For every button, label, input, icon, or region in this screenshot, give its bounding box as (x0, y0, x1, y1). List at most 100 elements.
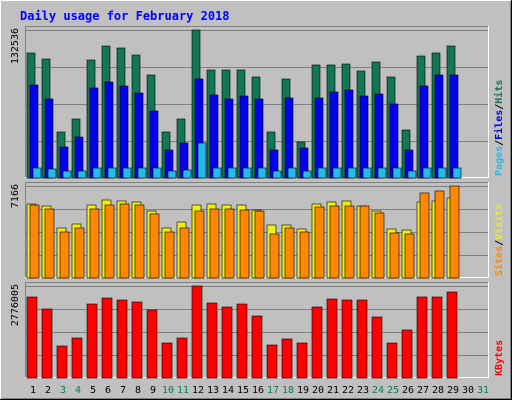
bar-files-day-23 (359, 95, 369, 179)
legend-entry: KBytes (494, 340, 505, 376)
bar-files-day-25 (389, 103, 399, 179)
bar-sites-day-24 (374, 212, 385, 279)
bar-pages-day-27 (422, 167, 432, 179)
bar-sites-day-7 (119, 203, 130, 279)
bar-sites-day-2 (44, 208, 55, 279)
bar-files-day-5 (89, 87, 99, 179)
bar-kbytes-day-19 (296, 342, 308, 379)
day-label-19: 19 (297, 385, 309, 396)
bar-sites-day-13 (209, 208, 220, 279)
bar-sites-day-9 (149, 213, 160, 279)
bar-kbytes-day-2 (41, 308, 53, 379)
bar-pages-day-28 (437, 167, 447, 179)
bar-sites-day-8 (134, 204, 145, 279)
bar-sites-day-26 (404, 233, 415, 279)
bar-kbytes-day-21 (326, 298, 338, 379)
bar-files-day-13 (209, 94, 219, 179)
bar-files-day-28 (434, 74, 444, 179)
bar-pages-day-4 (77, 170, 87, 179)
day-label-14: 14 (222, 385, 234, 396)
bar-kbytes-day-18 (281, 338, 293, 379)
bar-files-day-22 (344, 89, 354, 179)
bar-files-day-29 (449, 74, 459, 179)
day-label-21: 21 (327, 385, 339, 396)
day-label-28: 28 (432, 385, 444, 396)
day-label-16: 16 (252, 385, 264, 396)
bar-pages-day-26 (407, 170, 417, 179)
bar-files-day-20 (314, 97, 324, 179)
bar-files-day-14 (224, 98, 234, 179)
bar-files-day-1 (29, 84, 39, 179)
bar-sites-day-27 (419, 192, 430, 279)
day-label-1: 1 (30, 385, 36, 396)
legend-entry: Visits (493, 204, 505, 240)
bar-kbytes-day-10 (161, 342, 173, 379)
bar-files-day-18 (284, 97, 294, 179)
legend-entry: / (494, 140, 505, 146)
bar-kbytes-day-15 (236, 303, 248, 379)
bar-files-day-15 (239, 95, 249, 179)
bar-files-day-21 (329, 91, 339, 179)
day-label-15: 15 (237, 385, 249, 396)
bar-pages-day-5 (92, 167, 102, 179)
bar-pages-day-19 (302, 170, 312, 179)
bar-pages-day-20 (317, 167, 327, 179)
day-label-7: 7 (120, 385, 126, 396)
day-label-17: 17 (267, 385, 279, 396)
bar-sites-day-11 (179, 227, 190, 279)
bar-pages-day-24 (377, 167, 387, 179)
bar-kbytes-day-24 (371, 316, 383, 379)
bar-kbytes-day-4 (71, 337, 83, 379)
bar-sites-day-18 (284, 227, 295, 279)
bar-sites-day-3 (59, 231, 70, 279)
bar-pages-day-21 (332, 167, 342, 179)
chart-title: Daily usage for February 2018 (20, 9, 230, 23)
bar-kbytes-day-23 (356, 299, 368, 379)
legend-entry: Pages (494, 146, 505, 176)
bar-files-day-8 (134, 92, 144, 179)
bar-kbytes-day-25 (386, 342, 398, 379)
legend-entry: Files (493, 110, 505, 140)
day-label-12: 12 (192, 385, 204, 396)
bar-sites-day-4 (74, 227, 85, 279)
bar-sites-day-6 (104, 204, 115, 279)
bar-kbytes-day-1 (26, 296, 38, 379)
day-label-25: 25 (387, 385, 399, 396)
bar-pages-day-18 (287, 167, 297, 179)
bar-pages-day-1 (32, 167, 42, 179)
legend-entry: Sites (493, 246, 505, 276)
bar-kbytes-day-8 (131, 301, 143, 379)
bar-pages-day-8 (137, 167, 147, 179)
day-label-9: 9 (150, 385, 156, 396)
bar-kbytes-day-7 (116, 299, 128, 379)
day-label-23: 23 (357, 385, 369, 396)
bar-sites-day-19 (299, 231, 310, 279)
day-label-6: 6 (105, 385, 111, 396)
day-label-4: 4 (75, 385, 81, 396)
panel-visits-sites: 7166 Sites/Visits (10, 182, 505, 279)
panel-kbytes: 2776005 KBytes (10, 282, 505, 379)
day-label-30: 30 (462, 385, 474, 396)
bar-pages-day-14 (227, 167, 237, 179)
bar-pages-day-10 (167, 170, 177, 179)
day-label-26: 26 (402, 385, 414, 396)
bar-pages-day-23 (362, 167, 372, 179)
bar-kbytes-day-26 (401, 329, 413, 379)
bar-sites-day-14 (224, 208, 235, 279)
day-label-18: 18 (282, 385, 294, 396)
bar-sites-day-15 (239, 209, 250, 279)
bar-sites-day-5 (89, 208, 100, 279)
bar-pages-day-17 (272, 170, 282, 179)
bar-pages-day-25 (392, 167, 402, 179)
day-label-22: 22 (342, 385, 354, 396)
bar-sites-day-20 (314, 206, 325, 279)
bar-kbytes-day-12 (191, 285, 203, 379)
bar-sites-day-1 (29, 204, 40, 279)
legend-visits-sites: Sites/Visits (493, 204, 505, 276)
bar-pages-day-6 (107, 167, 117, 179)
bar-kbytes-day-9 (146, 309, 158, 379)
legend-hits-files-pages: Pages/Files/Hits (493, 80, 505, 176)
bar-pages-day-29 (452, 167, 462, 179)
